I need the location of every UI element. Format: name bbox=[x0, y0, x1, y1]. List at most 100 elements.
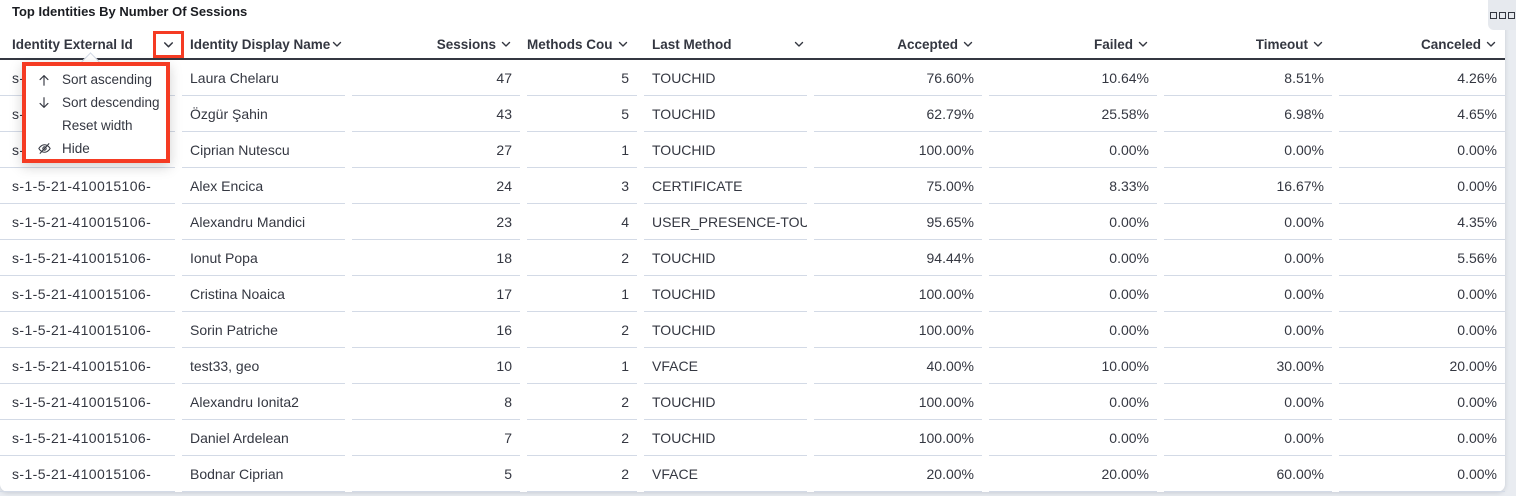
table-row: s-1-5-21-410015106- Alexandru Ionita2 8 2 TO… bbox=[0, 384, 1505, 420]
cell-timeout: 0.00% bbox=[1164, 384, 1332, 420]
cell-canceled: 0.00% bbox=[1339, 276, 1505, 312]
cell-methods-count: 4 bbox=[527, 204, 637, 240]
cell-last-method: TOUCHID bbox=[644, 240, 807, 276]
cell-sessions: 7 bbox=[352, 420, 520, 456]
chevron-down-icon[interactable] bbox=[793, 38, 805, 50]
cell-methods-count: 2 bbox=[527, 456, 637, 492]
column-header-label: Accepted bbox=[897, 36, 958, 52]
cell-timeout: 6.98% bbox=[1164, 96, 1332, 132]
menu-item-sort-ascending[interactable]: Sort ascending bbox=[26, 68, 166, 91]
cell-timeout: 0.00% bbox=[1164, 132, 1332, 168]
cell-last-method: CERTIFICATE bbox=[644, 168, 807, 204]
cell-methods-count: 1 bbox=[527, 132, 637, 168]
table-header-row: Identity External Id Identity Display Nam… bbox=[0, 30, 1505, 60]
panel-options-button[interactable] bbox=[1488, 0, 1516, 30]
cell-identity-display-name: Alex Encica bbox=[182, 168, 345, 204]
chevron-down-icon[interactable] bbox=[1137, 38, 1149, 50]
cell-failed: 8.33% bbox=[989, 168, 1157, 204]
cell-identity-display-name: test33, geo bbox=[182, 348, 345, 384]
cell-canceled: 4.65% bbox=[1339, 96, 1505, 132]
cell-last-method: USER_PRESENCE-TOUC bbox=[644, 204, 807, 240]
cell-last-method: TOUCHID bbox=[644, 60, 807, 96]
cell-methods-count: 1 bbox=[527, 348, 637, 384]
chevron-down-icon[interactable] bbox=[331, 38, 343, 50]
chevron-down-icon[interactable] bbox=[1485, 38, 1497, 50]
cell-failed: 0.00% bbox=[989, 204, 1157, 240]
column-header-identity-display-name[interactable]: Identity Display Name bbox=[182, 30, 345, 58]
column-header-methods-count[interactable]: Methods Count bbox=[527, 30, 637, 58]
column-header-label: Timeout bbox=[1255, 36, 1308, 52]
table-body: s-1-5-21-410015106-Laura Chelaru475TOUCH… bbox=[0, 60, 1505, 492]
cell-methods-count: 2 bbox=[527, 420, 637, 456]
menu-item-label: Sort descending bbox=[62, 95, 160, 110]
column-header-label: Methods Count bbox=[527, 36, 613, 52]
cell-canceled: 20.00% bbox=[1339, 348, 1505, 384]
column-header-sessions[interactable]: Sessions bbox=[352, 30, 520, 58]
sort-descending-icon bbox=[36, 95, 52, 111]
annotation-box-column-chevron bbox=[153, 31, 184, 58]
column-header-identity-external-id[interactable]: Identity External Id bbox=[0, 30, 175, 58]
cell-timeout: 60.00% bbox=[1164, 456, 1332, 492]
cell-accepted: 62.79% bbox=[814, 96, 982, 132]
cell-identity-external-id: s-1-5-21-410015106- bbox=[0, 168, 175, 204]
chevron-down-icon[interactable] bbox=[962, 38, 974, 50]
cell-sessions: 18 bbox=[352, 240, 520, 276]
cell-last-method: TOUCHID bbox=[644, 96, 807, 132]
cell-last-method: TOUCHID bbox=[644, 384, 807, 420]
table-row: s-1-5-21-410015106-Özgür Şahin435TOUCHID… bbox=[0, 96, 1505, 132]
cell-identity-display-name: Sorin Patriche bbox=[182, 312, 345, 348]
cell-identity-display-name: Ciprian Nutescu bbox=[182, 132, 345, 168]
cell-timeout: 0.00% bbox=[1164, 204, 1332, 240]
chevron-down-icon[interactable] bbox=[1312, 38, 1324, 50]
cell-identity-display-name: Bodnar Ciprian bbox=[182, 456, 345, 492]
cell-failed: 0.00% bbox=[989, 240, 1157, 276]
table-row: s-1-5-21-410015106-Ciprian Nutescu271TOU… bbox=[0, 132, 1505, 168]
cell-last-method: TOUCHID bbox=[644, 420, 807, 456]
column-header-failed[interactable]: Failed bbox=[989, 30, 1157, 58]
cell-identity-external-id: s-1-5-21-410015106- bbox=[0, 384, 175, 420]
cell-methods-count: 2 bbox=[527, 240, 637, 276]
cell-canceled: 0.00% bbox=[1339, 312, 1505, 348]
chevron-down-icon[interactable] bbox=[162, 38, 175, 51]
cell-timeout: 0.00% bbox=[1164, 276, 1332, 312]
cell-identity-external-id: s-1-5-21-410015106- bbox=[0, 420, 175, 456]
column-header-accepted[interactable]: Accepted bbox=[814, 30, 982, 58]
icon-spacer bbox=[36, 118, 52, 134]
cell-last-method: TOUCHID bbox=[644, 312, 807, 348]
cell-sessions: 23 bbox=[352, 204, 520, 240]
column-header-label: Identity Display Name bbox=[190, 36, 331, 52]
column-header-canceled[interactable]: Canceled bbox=[1339, 30, 1505, 58]
cell-last-method: TOUCHID bbox=[644, 132, 807, 168]
menu-item-hide[interactable]: Hide bbox=[26, 137, 166, 160]
cell-failed: 0.00% bbox=[989, 420, 1157, 456]
cell-timeout: 0.00% bbox=[1164, 420, 1332, 456]
cell-identity-external-id: s-1-5-21-410015106- bbox=[0, 240, 175, 276]
cell-timeout: 16.67% bbox=[1164, 168, 1332, 204]
column-header-label: Last Method bbox=[652, 36, 732, 52]
eye-slash-icon bbox=[36, 141, 52, 157]
cell-accepted: 20.00% bbox=[814, 456, 982, 492]
cell-failed: 10.00% bbox=[989, 348, 1157, 384]
cell-identity-display-name: Alexandru Ionita2 bbox=[182, 384, 345, 420]
chevron-down-icon[interactable] bbox=[500, 38, 512, 50]
column-header-timeout[interactable]: Timeout bbox=[1164, 30, 1332, 58]
cell-canceled: 0.00% bbox=[1339, 420, 1505, 456]
cell-methods-count: 5 bbox=[527, 60, 637, 96]
cell-failed: 20.00% bbox=[989, 456, 1157, 492]
cell-identity-external-id: s-1-5-21-410015106- bbox=[0, 204, 175, 240]
table-row: s-1-5-21-410015106- Cristina Noaica 17 1 TOU… bbox=[0, 276, 1505, 312]
cell-timeout: 0.00% bbox=[1164, 312, 1332, 348]
cell-canceled: 5.56% bbox=[1339, 240, 1505, 276]
menu-item-reset-width[interactable]: Reset width bbox=[26, 114, 166, 137]
cell-failed: 10.64% bbox=[989, 60, 1157, 96]
cell-last-method: VFACE bbox=[644, 348, 807, 384]
cell-identity-external-id: s-1-5-21-410015106- bbox=[0, 456, 175, 492]
cell-methods-count: 3 bbox=[527, 168, 637, 204]
sort-ascending-icon bbox=[36, 72, 52, 88]
menu-item-sort-descending[interactable]: Sort descending bbox=[26, 91, 166, 114]
cell-identity-display-name: Özgür Şahin bbox=[182, 96, 345, 132]
cell-canceled: 0.00% bbox=[1339, 456, 1505, 492]
column-header-last-method[interactable]: Last Method bbox=[644, 30, 807, 58]
chevron-down-icon[interactable] bbox=[617, 38, 629, 50]
